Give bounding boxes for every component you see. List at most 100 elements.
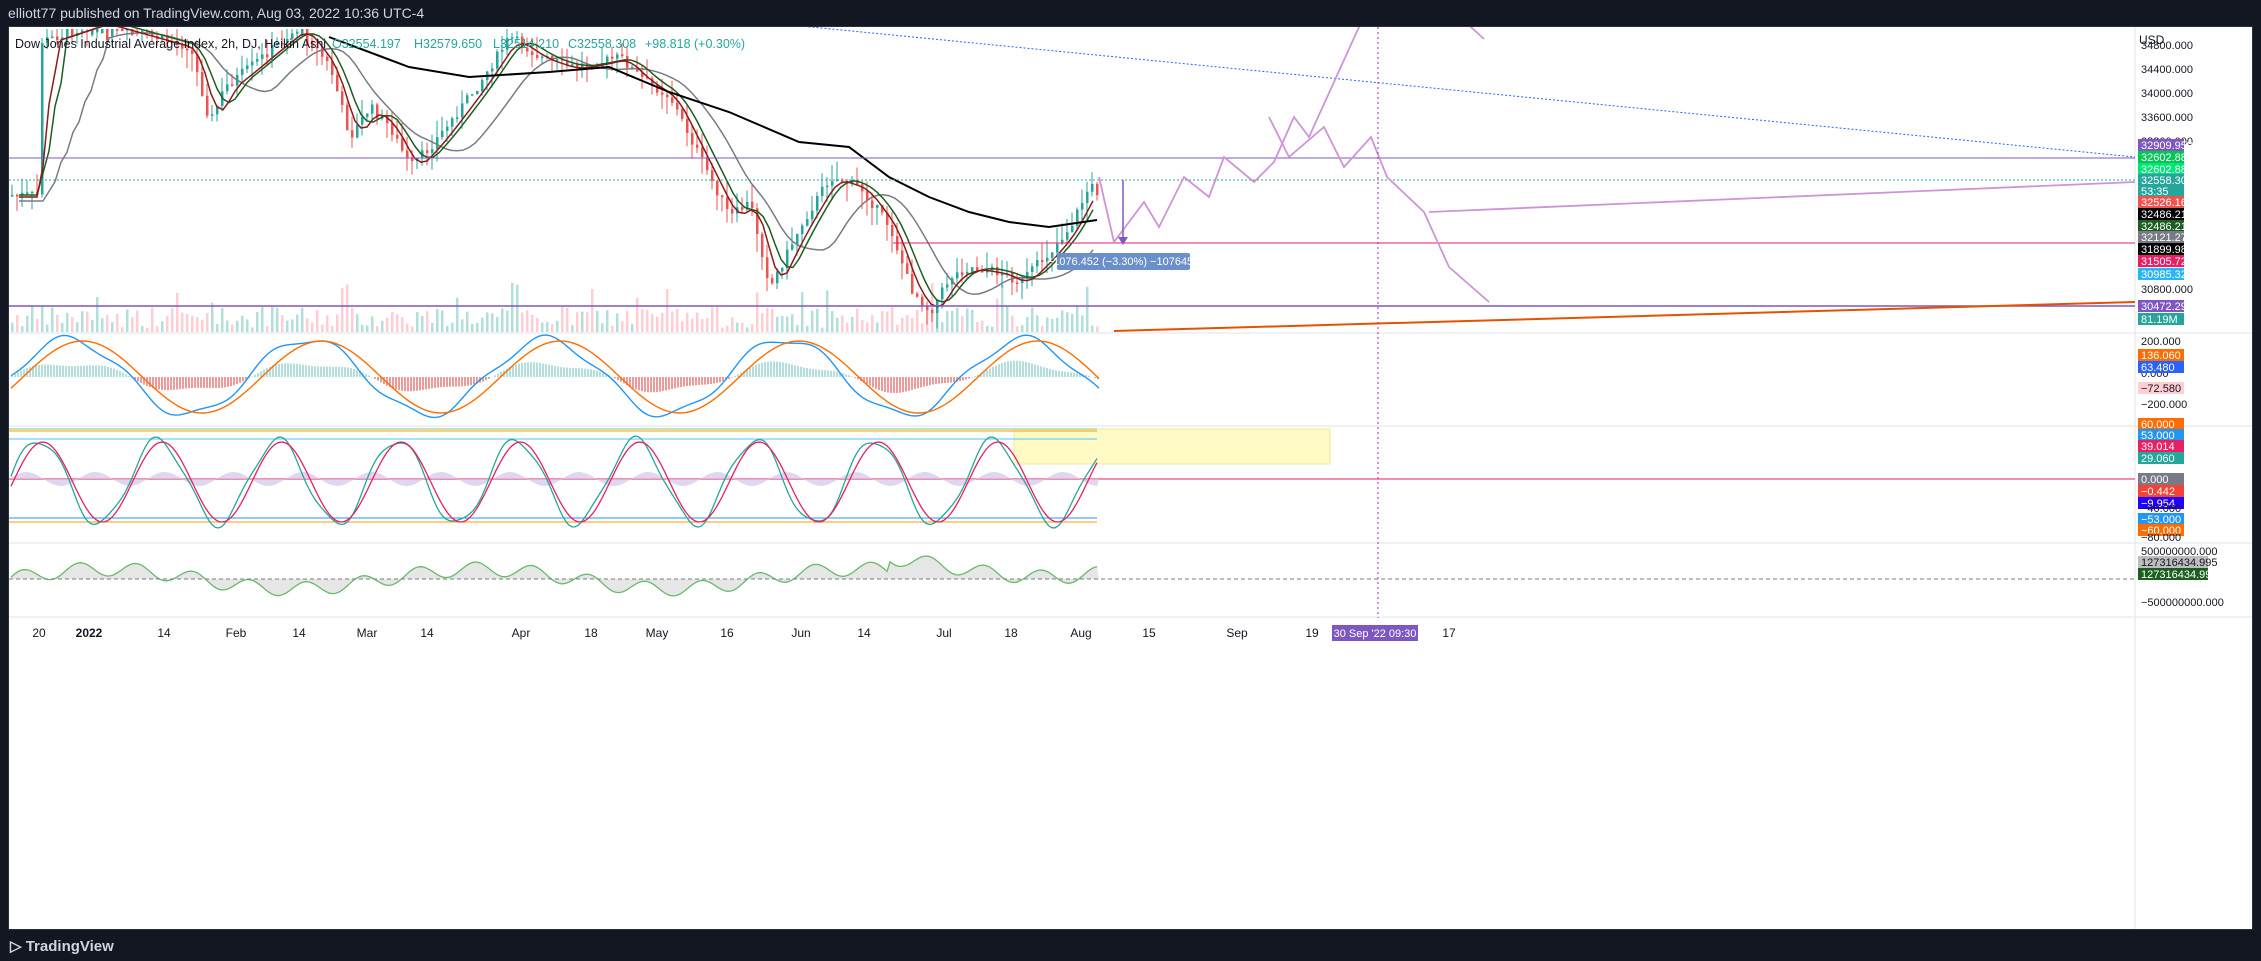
macd-hist [1025, 361, 1027, 377]
obv-tick: 500000000.000 [2141, 546, 2217, 558]
candle-body [291, 33, 294, 39]
volume-bar [831, 311, 834, 332]
macd-hist [587, 368, 589, 377]
candle-body [811, 210, 814, 220]
candle-body [196, 53, 199, 73]
macd-hist [173, 377, 175, 390]
candle-body [556, 59, 559, 61]
volume-bar [586, 312, 589, 332]
macd-hist [626, 377, 628, 386]
macd-hist [23, 369, 25, 377]
candle-body [706, 156, 709, 171]
chart-svg[interactable]: −1076.452 (−3.30%) −1076452 34800.000 344… [9, 27, 2253, 930]
volume-bar [756, 292, 759, 332]
volume-bar [651, 313, 654, 332]
macd-hist [764, 362, 766, 377]
stoch-label-bg [2138, 485, 2184, 497]
time-tick: 14 [292, 626, 306, 640]
candle-body [71, 29, 74, 36]
candle-body [41, 43, 44, 195]
macd-hist [701, 377, 703, 385]
macd-hist [161, 377, 163, 390]
macd-hist [416, 377, 418, 391]
macd-hist [143, 377, 145, 385]
volume-bar [731, 317, 734, 332]
macd-hist [80, 365, 82, 377]
stoch-label-bg [2138, 524, 2184, 536]
macd-hist [311, 365, 313, 377]
moving-averages [19, 27, 1098, 308]
chart-area[interactable]: −1076.452 (−3.30%) −1076452 34800.000 344… [8, 26, 2253, 930]
macd-hist [329, 366, 331, 377]
candle-body [1031, 266, 1034, 273]
candle-body [831, 181, 834, 186]
macd-hist [164, 377, 166, 391]
candle-body [91, 29, 94, 35]
volume-bar [411, 326, 414, 332]
candle-body [296, 31, 299, 34]
macd-hist [965, 377, 967, 380]
macd-hist [374, 377, 376, 379]
stoch-label-bg [2138, 429, 2184, 441]
time-tick: Sep [1226, 626, 1248, 640]
macd-hist [539, 363, 541, 377]
candle-body [431, 149, 434, 153]
macd-hist [572, 367, 574, 377]
candle-body [316, 46, 319, 49]
stoch-label: 39.014 [2141, 441, 2175, 453]
macd-hist [92, 365, 94, 377]
macd-hist [65, 365, 67, 377]
price-tick: 34800.000 [2141, 40, 2193, 52]
candle-body [866, 191, 869, 201]
volume-bar [486, 312, 489, 332]
candle-body [211, 114, 214, 116]
candle-body [361, 116, 364, 125]
tradingview-logo[interactable]: ▷ TradingView [10, 937, 114, 955]
stoch-label: −9.954 [2141, 498, 2175, 510]
candle-body [96, 29, 99, 33]
volume-bar [201, 319, 204, 332]
volume-bar [421, 315, 424, 332]
macd-hist [437, 377, 439, 388]
candle-body [226, 84, 229, 92]
macd-hist [257, 372, 259, 377]
macd-hist [50, 364, 52, 377]
volume-bar [516, 284, 519, 332]
volume-bar [351, 307, 354, 332]
candle-body [496, 51, 499, 69]
macd-hist [230, 377, 232, 387]
volume-bar [371, 316, 374, 332]
macd-hist [350, 368, 352, 377]
macd-hist [332, 366, 334, 377]
macd-hist [254, 374, 256, 377]
price-label: 31505.727 [2141, 256, 2193, 268]
volume-bar [331, 325, 334, 332]
volume-bar [86, 311, 89, 332]
macd-hist [320, 366, 322, 377]
volume-bar [641, 308, 644, 332]
macd-hist [71, 366, 73, 377]
volume-bar [881, 311, 884, 332]
macd-hist [209, 377, 211, 388]
macd-hist [56, 365, 58, 377]
macd-hist [176, 377, 178, 390]
volume-bar [956, 308, 959, 332]
candle-body [171, 41, 174, 44]
macd-hist [728, 377, 730, 379]
price-label: 30472.292 [2141, 301, 2193, 313]
candle-body [101, 29, 104, 34]
macd-hist [935, 377, 937, 385]
projection-up [1098, 27, 1361, 245]
macd-hist [260, 371, 262, 377]
candle-body [966, 271, 969, 276]
macd-hist [806, 368, 808, 377]
volume-bar [631, 324, 634, 332]
volume-bar [626, 311, 629, 332]
volume-bar [1086, 286, 1089, 332]
candle-body [241, 69, 244, 75]
volume-bar [596, 310, 599, 332]
macd-hist [758, 363, 760, 377]
macd-hist [314, 366, 316, 377]
macd-hist [182, 377, 184, 389]
volume-bar [761, 313, 764, 332]
